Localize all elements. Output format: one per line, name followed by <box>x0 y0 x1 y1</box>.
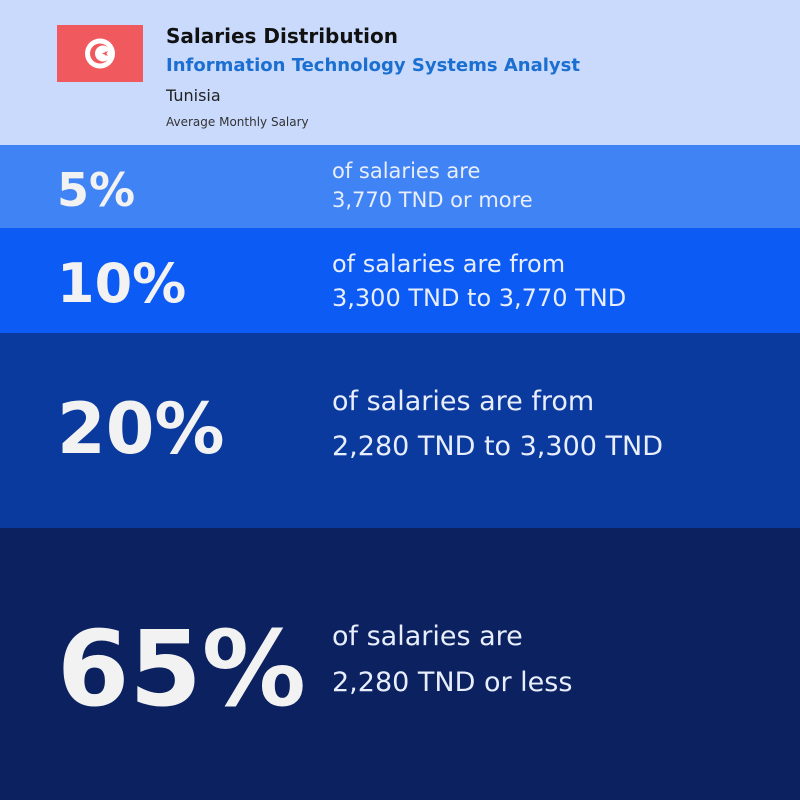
description: of salaries are <box>332 621 523 652</box>
description: 3,300 TND to 3,770 TND <box>332 284 627 312</box>
title: Salaries Distribution <box>166 24 398 48</box>
caption: Average Monthly Salary <box>166 115 309 129</box>
description: of salaries are <box>332 159 481 183</box>
percent: 5% <box>57 163 136 217</box>
country: Tunisia <box>166 86 221 105</box>
percent: 20% <box>57 388 225 470</box>
flag <box>57 25 143 82</box>
header: Salaries Distribution Information Techno… <box>0 0 800 145</box>
description: 3,770 TND or more <box>332 188 533 212</box>
description: 2,280 TND or less <box>332 667 573 698</box>
percent: 10% <box>57 252 187 315</box>
description: 2,280 TND to 3,300 TND <box>332 431 663 462</box>
band: 5% of salaries are 3,770 TND or more <box>0 145 800 228</box>
subtitle: Information Technology Systems Analyst <box>166 55 580 76</box>
band: 10% of salaries are from 3,300 TND to 3,77… <box>0 228 800 333</box>
description: of salaries are from <box>332 250 566 278</box>
band: 20% of salaries are from 2,280 TND to 3,30… <box>0 333 800 528</box>
description: of salaries are from <box>332 386 595 417</box>
percent: 65% <box>57 608 306 730</box>
band: 65% of salaries are 2,280 TND or less <box>0 528 800 800</box>
